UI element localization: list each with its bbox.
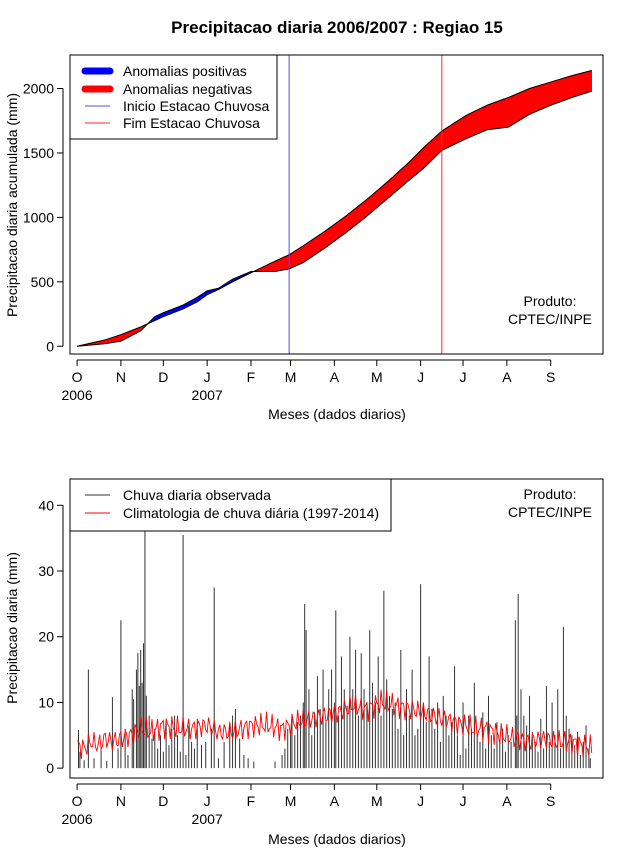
x-tick-label-month: A xyxy=(330,793,340,809)
x-tick-label-month: M xyxy=(285,369,297,385)
x-tick-label-month: M xyxy=(285,793,297,809)
product-source-bottom: CPTEC/INPE xyxy=(508,504,592,520)
x-tick-label-month: S xyxy=(546,369,555,385)
x-tick-label-year: 2006 xyxy=(61,811,92,827)
accumulated-lines xyxy=(76,69,592,347)
legend-label-observed: Chuva diaria observada xyxy=(123,487,271,503)
legend-label-climatology: Climatologia de chuva diária (1997-2014) xyxy=(123,505,379,521)
legend-bottom: Chuva diaria observada Climatologia de c… xyxy=(69,478,392,532)
x-tick-label-month: J xyxy=(417,369,424,385)
observed-accumulated-line xyxy=(77,90,592,347)
x-tick-label-month: J xyxy=(417,793,424,809)
plot-frame-top xyxy=(69,54,604,355)
legend-label-onset: Inicio Estacao Chuvosa xyxy=(123,98,270,114)
x-tick-label-month: A xyxy=(502,793,512,809)
x-tick-label-month: F xyxy=(247,369,256,385)
x-tick-label-month: O xyxy=(72,793,83,809)
legend-label-negative: Anomalias negativas xyxy=(123,81,252,97)
x-tick-label-month: S xyxy=(546,793,555,809)
y-tick-label: 0 xyxy=(46,338,54,354)
x-tick-label-month: D xyxy=(158,793,168,809)
x-tick-label-month: O xyxy=(72,369,83,385)
anomaly-segment xyxy=(589,70,592,92)
daily-panel: 0 10 20 30 40 O N D J F M A M J J A S 2006 2007 Precipita… xyxy=(4,478,604,847)
x-tick-label-month: M xyxy=(371,369,383,385)
figure-title: Precipitacao diaria 2006/2007 : Regiao 1… xyxy=(171,18,503,37)
x-tick-label-month: D xyxy=(158,369,168,385)
x-tick-label-month: M xyxy=(371,793,383,809)
y-tick-label: 1500 xyxy=(23,145,54,161)
y-tick-label: 30 xyxy=(38,563,54,579)
y-tick-label: 40 xyxy=(38,497,54,513)
daily-bars xyxy=(77,528,591,769)
legend-box-bottom xyxy=(69,478,392,532)
x-tick-label-year: 2007 xyxy=(192,811,223,827)
x-axis-label-top: Meses (dados diarios) xyxy=(268,406,406,422)
x-tick-label-month: N xyxy=(116,369,126,385)
y-axis-label-bottom: Precipitacao diaria (mm) xyxy=(4,552,20,704)
y-axis-bottom: 0 10 20 30 40 xyxy=(38,497,64,776)
x-axis-label-bottom: Meses (dados diarios) xyxy=(268,831,406,847)
x-tick-label-month: F xyxy=(247,793,256,809)
y-tick-label: 500 xyxy=(31,274,55,290)
y-tick-label: 20 xyxy=(38,629,54,645)
product-label-bottom: Produto: xyxy=(524,486,577,502)
legend-top: Anomalias positivas Anomalias negativas … xyxy=(69,54,278,140)
climatology-daily-line xyxy=(76,689,593,760)
climatology-accumulated-line xyxy=(76,69,592,347)
accumulated-panel: 0 500 1000 1500 2000 O N D J F M A M J J A S 2006 2007 Pr… xyxy=(4,54,604,422)
product-source-top: CPTEC/INPE xyxy=(508,311,592,327)
y-tick-label: 10 xyxy=(38,694,54,710)
climatology-line-group xyxy=(76,689,593,760)
legend-label-positive: Anomalias positivas xyxy=(123,63,247,79)
legend-label-end: Fim Estacao Chuvosa xyxy=(123,115,260,131)
x-tick-label-month: J xyxy=(204,793,211,809)
y-tick-label: 1000 xyxy=(23,209,54,225)
y-tick-label: 2000 xyxy=(23,81,54,97)
y-tick-label: 0 xyxy=(46,760,54,776)
x-tick-label-year: 2007 xyxy=(192,387,223,403)
x-tick-label-month: J xyxy=(204,369,211,385)
x-tick-label-month: A xyxy=(330,369,340,385)
x-tick-label-month: J xyxy=(460,369,467,385)
y-axis-label-top: Precipitacao diaria acumulada (mm) xyxy=(4,93,20,317)
x-tick-label-year: 2006 xyxy=(61,387,92,403)
product-label-top: Produto: xyxy=(524,293,577,309)
x-axis-top: O N D J F M A M J J A S 2006 2007 xyxy=(61,359,555,403)
x-tick-label-month: A xyxy=(502,369,512,385)
x-tick-label-month: N xyxy=(116,793,126,809)
x-tick-label-month: J xyxy=(460,793,467,809)
x-axis-bottom: O N D J F M A M J J A S 2006 2007 xyxy=(61,783,555,827)
y-axis-top: 0 500 1000 1500 2000 xyxy=(23,81,64,354)
